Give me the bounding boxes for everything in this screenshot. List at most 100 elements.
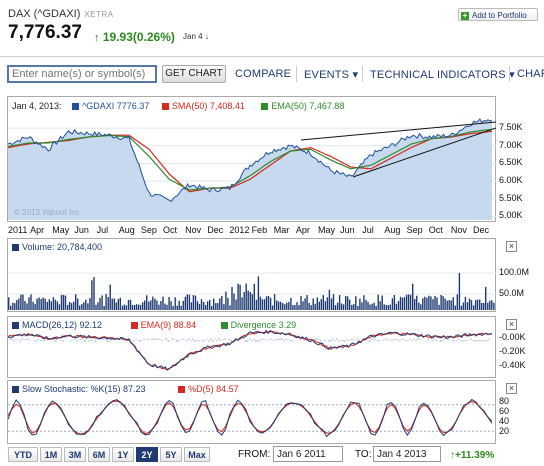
main-legend: Jan 4, 2013: ^GDAXI 7776.37 SMA(50) 7,40…	[12, 101, 344, 111]
volume-bar	[142, 302, 144, 310]
range-button-1y[interactable]: 1Y	[112, 447, 134, 462]
volume-bar	[217, 303, 219, 310]
volume-bar	[294, 304, 296, 310]
volume-bar	[211, 306, 213, 310]
volume-bar	[235, 299, 237, 310]
volume-bar	[387, 305, 389, 310]
volume-bar	[349, 299, 351, 310]
volume-bar	[101, 295, 103, 310]
price-axis-label: 5.00K	[499, 210, 523, 221]
volume-bar	[365, 299, 367, 310]
macd-label: MACD(26,12) 92.12	[22, 320, 103, 330]
range-button-5y[interactable]: 5Y	[160, 447, 182, 462]
volume-bar	[306, 295, 308, 310]
volume-bar	[46, 302, 48, 310]
toolbar-separator	[362, 66, 363, 82]
volume-bar	[487, 302, 489, 310]
symbol-search-input[interactable]	[7, 65, 157, 83]
volume-bar	[320, 299, 322, 310]
volume-bar	[105, 294, 107, 310]
range-button-max[interactable]: Max	[184, 447, 210, 462]
chart-settings-menu[interactable]: CHAR	[517, 68, 544, 80]
volume-bar	[119, 297, 121, 310]
volume-bar	[296, 302, 298, 310]
range-button-6m[interactable]: 6M	[88, 447, 110, 462]
volume-bar	[300, 295, 302, 310]
price-swatch	[72, 103, 80, 111]
volume-bar	[160, 301, 162, 310]
volume-bar	[428, 295, 430, 310]
events-menu[interactable]: EVENTS ▾	[304, 69, 359, 81]
from-date-input[interactable]	[273, 446, 343, 462]
volume-bar	[363, 295, 365, 310]
get-chart-button[interactable]: GET CHART	[162, 65, 226, 83]
volume-bar	[290, 297, 292, 310]
volume-label: Volume: 20,784,400	[22, 242, 103, 252]
volume-bar	[227, 297, 229, 310]
volume-bar	[68, 301, 71, 310]
volume-bar	[383, 304, 385, 310]
legend-ema: EMA(50) 7,467.88	[261, 101, 344, 111]
volume-bar	[278, 301, 280, 310]
volume-bar	[251, 294, 253, 310]
legend-price-label: ^GDAXI 7776.37	[82, 101, 150, 111]
volume-bar	[144, 300, 146, 310]
to-date-input[interactable]	[373, 446, 441, 462]
close-volume-button[interactable]: ×	[506, 241, 517, 252]
volume-bar	[489, 300, 491, 310]
range-change-value: +11.39%	[455, 450, 495, 461]
volume-bar	[450, 300, 452, 310]
volume-bar	[312, 298, 314, 310]
stoch-d-swatch	[178, 386, 186, 394]
close-macd-button[interactable]: ×	[506, 319, 517, 330]
volume-bar	[194, 295, 197, 310]
volume-bar	[93, 277, 95, 310]
technical-indicators-menu[interactable]: TECHNICAL INDICATORS ▾	[370, 69, 515, 81]
quote-date-value: Jan 4	[183, 32, 203, 41]
legend-sma-label: SMA(50) 7,408.41	[171, 101, 245, 111]
volume-bar	[458, 273, 461, 310]
price-axis-label: 6.50K	[499, 157, 523, 168]
volume-bar	[324, 301, 327, 310]
add-to-portfolio-button[interactable]: + Add to Portfolio	[458, 8, 538, 21]
compare-menu[interactable]: COMPARE	[235, 68, 292, 80]
volume-bar	[174, 297, 176, 310]
volume-bar	[440, 294, 442, 310]
volume-bar	[62, 294, 65, 310]
watermark: © 2013 Yahoo! Inc.	[14, 208, 82, 217]
volume-bar	[73, 301, 75, 310]
macd-ema-legend: EMA(9) 88.84	[130, 320, 196, 330]
range-button-3m[interactable]: 3M	[64, 447, 86, 462]
volume-bar	[416, 295, 418, 310]
range-button-ytd[interactable]: YTD	[8, 447, 38, 462]
plus-icon: +	[461, 11, 469, 20]
volume-bar	[229, 305, 231, 310]
volume-bar	[198, 304, 201, 310]
macd-legend-item: MACD(26,12) 92.12	[12, 320, 102, 330]
range-button-1m[interactable]: 1M	[40, 447, 62, 462]
from-label: FROM:	[238, 449, 271, 460]
volume-bar	[322, 295, 324, 310]
month-label: Oct	[163, 225, 178, 235]
stoch-d-legend: %D(5) 84.57	[178, 384, 239, 394]
volume-bar	[135, 304, 138, 310]
volume-bar	[156, 300, 158, 310]
volume-bar	[389, 304, 391, 310]
volume-bar	[375, 306, 377, 310]
volume-bar	[292, 305, 294, 310]
volume-bar	[418, 302, 420, 310]
stoch-k-swatch	[12, 386, 19, 394]
volume-bar	[117, 298, 119, 310]
close-stochastic-button[interactable]: ×	[506, 383, 517, 394]
trendline-lower	[352, 127, 496, 178]
volume-bar	[483, 302, 485, 310]
volume-bar	[162, 296, 164, 310]
volume-bar	[409, 294, 412, 310]
range-button-2y[interactable]: 2Y	[136, 447, 158, 462]
volume-bar	[385, 305, 387, 310]
volume-bar	[239, 284, 241, 310]
volume-bar	[359, 298, 361, 310]
volume-bar	[245, 283, 247, 310]
range-change: ↑+11.39%	[450, 450, 494, 461]
volume-bar	[146, 295, 148, 310]
